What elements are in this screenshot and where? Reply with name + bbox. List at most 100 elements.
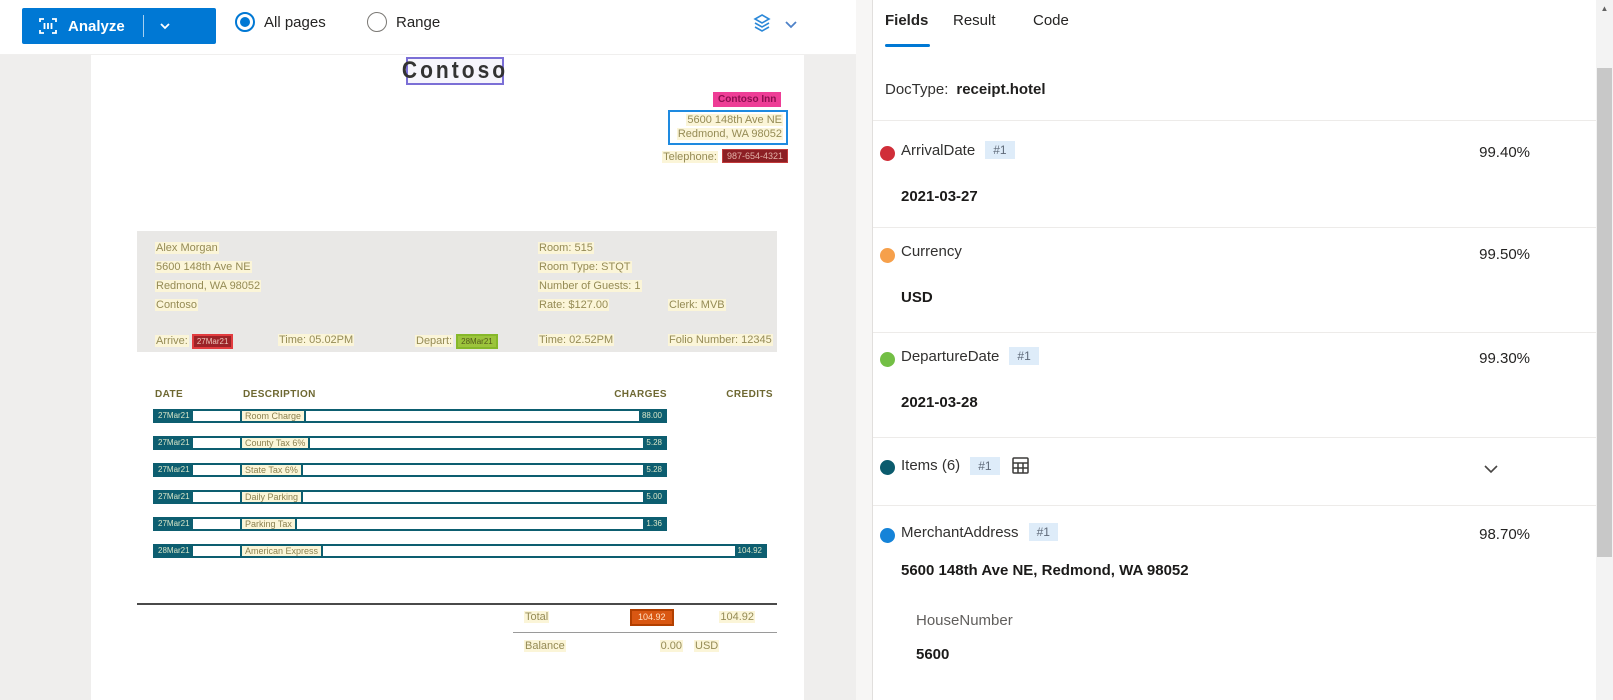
- field-name: ArrivalDate: [901, 141, 976, 159]
- line-item-bounding-box[interactable]: 27Mar21 County Tax 6% 5.28: [153, 436, 667, 450]
- merchant-logo: Contoso: [401, 57, 509, 84]
- field-color-dot: [880, 248, 895, 263]
- item-description[interactable]: American Express: [240, 544, 324, 558]
- field-value: 5600 148th Ave NE, Redmond, WA 98052: [901, 562, 1189, 579]
- divider: [873, 227, 1597, 228]
- item-description[interactable]: County Tax 6%: [240, 436, 311, 450]
- item-date[interactable]: 27Mar21: [155, 465, 193, 475]
- item-date[interactable]: 27Mar21: [155, 492, 193, 502]
- balance-separator-line: [513, 632, 777, 633]
- subfield-value: 5600: [916, 646, 950, 663]
- arrive-row: Arrive: 27Mar21: [155, 334, 234, 349]
- folio-number: Folio Number: 12345: [668, 334, 773, 346]
- total-label: Total: [524, 611, 550, 623]
- radio-selected-icon[interactable]: [235, 12, 255, 32]
- arrival-date-highlight[interactable]: 27Mar21: [191, 334, 234, 349]
- divider: [873, 505, 1597, 506]
- radio-all-pages-label[interactable]: All pages: [264, 13, 326, 31]
- tab-code[interactable]: Code: [1033, 12, 1069, 29]
- field-color-dot: [880, 528, 895, 543]
- subfield-label: HouseNumber: [916, 612, 1013, 629]
- expand-chevron-icon[interactable]: [1482, 460, 1500, 483]
- column-header-date: DATE: [155, 389, 184, 400]
- item-date[interactable]: 27Mar21: [155, 438, 193, 448]
- line-item-bounding-box[interactable]: 27Mar21 Daily Parking 5.00: [153, 490, 667, 504]
- total-highlight[interactable]: 104.92: [630, 609, 674, 626]
- field-value: USD: [901, 289, 933, 306]
- item-amount[interactable]: 104.92: [734, 546, 765, 556]
- departure-date-highlight[interactable]: 28Mar21: [456, 334, 498, 349]
- active-tab-underline: [885, 44, 930, 47]
- item-description[interactable]: Room Charge: [240, 409, 307, 423]
- guest-info-block: Alex Morgan 5600 148th Ave NE Redmond, W…: [137, 231, 777, 352]
- field-color-dot: [880, 352, 895, 367]
- table-view-icon[interactable]: [1010, 455, 1031, 476]
- field-name: Items (6): [901, 457, 961, 474]
- address-line-1: 5600 148th Ave NE: [686, 114, 783, 126]
- depart-row: Depart: 28Mar21: [415, 334, 498, 349]
- panel-gap: [804, 0, 856, 700]
- field-color-dot: [880, 460, 895, 475]
- button-separator: [142, 15, 144, 37]
- line-item-bounding-box[interactable]: 28Mar21 American Express 104.92: [153, 544, 767, 558]
- item-description[interactable]: Daily Parking: [240, 490, 304, 504]
- radio-range-label[interactable]: Range: [396, 13, 441, 31]
- field-instance-badge: #1: [985, 141, 1015, 159]
- arrive-label: Arrive:: [155, 335, 189, 348]
- merchant-address-bounding-box[interactable]: 5600 148th Ave NE Redmond, WA 98052: [668, 110, 788, 145]
- results-panel: Fields Result Code DocType: receipt.hotel…: [872, 0, 1597, 700]
- item-amount[interactable]: 88.00: [638, 411, 665, 421]
- field-name: Currency: [901, 243, 962, 260]
- item-amount[interactable]: 1.36: [643, 519, 665, 529]
- scroll-up-arrow-icon[interactable]: ▲: [1600, 4, 1609, 13]
- line-item-bounding-box[interactable]: 27Mar21 Room Charge 88.00: [153, 409, 667, 423]
- doctype-label: DocType:: [885, 81, 949, 98]
- tab-result[interactable]: Result: [953, 12, 996, 29]
- analyze-dropdown-chevron-icon[interactable]: [158, 19, 172, 33]
- balance-value: 0.00: [659, 640, 683, 652]
- field-color-dot: [880, 146, 895, 161]
- field-value: 2021-03-28: [901, 394, 978, 411]
- guest-address-2: Redmond, WA 98052: [155, 280, 262, 292]
- line-item-bounding-box[interactable]: 27Mar21 State Tax 6% 5.28: [153, 463, 667, 477]
- field-instance-badge: #1: [970, 456, 1000, 475]
- field-name: MerchantAddress: [901, 523, 1019, 541]
- toolbar: Analyze All pages Range: [0, 0, 856, 55]
- number-of-guests: Number of Guests: 1: [538, 280, 642, 292]
- divider: [873, 437, 1597, 438]
- item-amount[interactable]: 5.28: [643, 465, 665, 475]
- telephone-label: Telephone:: [662, 151, 718, 163]
- analyze-button[interactable]: Analyze: [22, 8, 216, 44]
- telephone-highlight[interactable]: 987-654-4321: [721, 148, 788, 163]
- field-confidence: 99.40%: [1479, 144, 1530, 161]
- balance-currency: USD: [694, 640, 720, 652]
- layers-menu-button[interactable]: [750, 10, 812, 42]
- clerk: Clerk: MVB: [668, 299, 726, 311]
- radio-range[interactable]: Range: [367, 12, 440, 32]
- line-item-bounding-box[interactable]: 27Mar21 Parking Tax 1.36: [153, 517, 667, 531]
- total-separator-line: [137, 603, 777, 605]
- depart-label: Depart:: [415, 335, 454, 348]
- tab-fields[interactable]: Fields: [885, 12, 929, 29]
- radio-all-pages[interactable]: All pages: [235, 12, 326, 32]
- radio-unselected-icon[interactable]: [367, 12, 387, 32]
- vertical-scrollbar[interactable]: ▲: [1596, 0, 1613, 700]
- doctype-row: DocType: receipt.hotel: [885, 81, 1046, 98]
- item-amount[interactable]: 5.28: [643, 438, 665, 448]
- receipt-page: Contoso Contoso Inn 5600 148th Ave NE Re…: [91, 55, 804, 700]
- field-instance-badge: #1: [1009, 347, 1039, 365]
- divider: [873, 332, 1597, 333]
- item-date[interactable]: 27Mar21: [155, 411, 193, 421]
- field-instance-badge: #1: [1028, 523, 1058, 541]
- item-amount[interactable]: 5.00: [643, 492, 665, 502]
- guest-address-1: 5600 148th Ave NE: [155, 261, 252, 273]
- merchant-name-highlight[interactable]: Contoso Inn: [713, 92, 782, 107]
- scrollbar-thumb[interactable]: [1597, 68, 1612, 557]
- logo-bounding-box[interactable]: Contoso: [402, 57, 505, 85]
- item-date[interactable]: 27Mar21: [155, 519, 193, 529]
- item-description[interactable]: Parking Tax: [240, 517, 297, 531]
- item-description[interactable]: State Tax 6%: [240, 463, 303, 477]
- room-type: Room Type: STQT: [538, 261, 632, 273]
- item-date[interactable]: 28Mar21: [155, 546, 193, 556]
- field-name: DepartureDate: [901, 347, 1000, 365]
